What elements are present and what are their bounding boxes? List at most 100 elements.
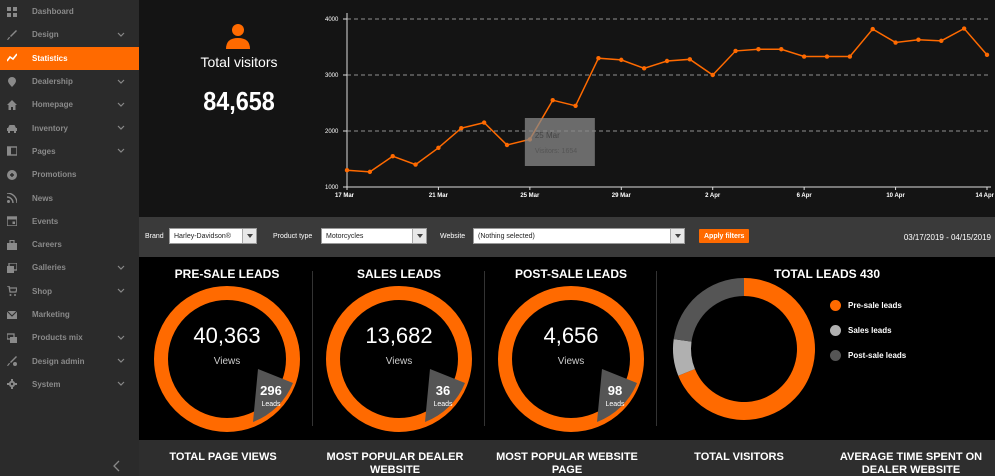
legend-item[interactable]: Sales leads [830,318,906,343]
car-icon [7,125,17,134]
sidebar-item-label: Shop [32,286,52,296]
rss-icon [7,193,17,204]
brand-select[interactable]: Harley-Davidson® [169,228,257,244]
data-point [779,47,784,52]
product-type-select[interactable]: Motorcycles [321,228,427,244]
sidebar-item-inventory[interactable]: Inventory [0,116,139,139]
sidebar-item-label: Marketing [32,310,70,319]
x-tick-label: 17 Mar [335,193,355,199]
sidebar-item-label: Design admin [32,356,85,366]
lead-card-title: PRE-SALE LEADS [174,267,280,281]
y-tick-label: 4000 [325,17,339,23]
website-select-value: (Nothing selected) [478,232,535,240]
data-point [687,57,693,62]
sidebar-item-products-mix[interactable]: Products mix [0,326,139,349]
user-icon [226,24,250,49]
sidebar-item-design-admin[interactable]: Design admin [0,349,139,372]
website-select[interactable]: (Nothing selected) [473,228,685,244]
sidebar-item-system[interactable]: System [0,373,139,396]
lead-card-title: SALES LEADS [356,267,441,281]
sidebar-item-homepage[interactable]: Homepage [0,93,139,116]
x-tick-label: 21 Mar [429,193,449,199]
data-point [847,54,853,59]
collapse-sidebar-icon[interactable] [112,460,122,472]
gear-icon [7,379,17,390]
data-point [916,37,921,42]
divider [312,271,313,426]
sidebar-item-label: Inventory [32,123,69,133]
legend-item[interactable]: Pre-sale leads [830,293,906,318]
brand-label: Brand [145,233,164,240]
lead-views-value: 40,363 [193,323,261,348]
date-range-picker[interactable]: 03/17/2019 - 04/15/2019 [903,233,991,242]
sidebar-item-dashboard[interactable]: Dashboard [0,0,139,23]
statistics-icon [7,53,17,62]
chevron-down-icon [117,79,125,84]
legend-item[interactable]: Post-sale leads [830,343,906,368]
lead-count-value: 98 [607,383,623,398]
tooltip-date: 25 Mar [535,131,560,140]
data-point [504,142,510,148]
data-point [413,162,418,167]
design-admin-icon [7,356,17,367]
sidebar-item-promotions[interactable]: Promotions [0,163,139,186]
sidebar-item-marketing[interactable]: Marketing [0,303,139,326]
y-tick-label: 1000 [325,185,339,191]
briefcase-icon [7,239,17,250]
summary-heading: MOST POPULAR WEBSITE PAGE [496,451,638,476]
home-icon [7,99,17,110]
chevron-down-icon [117,358,125,363]
lead-card-title: POST-SALE LEADS [514,267,627,281]
chevron-down-icon [412,229,426,243]
sidebar-item-label: Products mix [32,333,83,343]
brand-select-value: Harley-Davidson® [174,232,231,240]
sidebar-item-galleries[interactable]: Galleries [0,256,139,279]
sidebar-item-label: Pages [32,146,56,156]
lead-views-label: Views [213,356,241,367]
donut-slice-sales-leads[interactable] [673,339,695,376]
apply-filters-button[interactable]: Apply filters [699,229,750,243]
sidebar-item-design[interactable]: Design [0,23,139,46]
lead-ring-chart [154,286,300,432]
divider [484,271,485,426]
sidebar-item-label: Careers [32,240,62,250]
leads-section: PRE-SALE LEADS 40,363 Views 296 Leads SALES L… [139,257,995,440]
sidebar-item-news[interactable]: News [0,186,139,209]
summary-heading: MOST POPULAR DEALER WEBSITE [326,451,464,476]
data-point [961,26,967,31]
sidebar-item-pages[interactable]: Pages [0,140,139,163]
lead-count-value: 296 [260,383,282,398]
donut-slice-post-sale-leads[interactable] [673,278,744,342]
sidebar-item-shop[interactable]: Shop [0,280,139,303]
x-tick-label: 10 Apr [886,193,905,199]
visitors-series-line [346,27,988,173]
sidebar-item-label: Promotions [32,170,77,180]
chevron-down-icon [117,288,125,294]
leads-badge [597,369,637,422]
lead-count-value: 36 [435,383,451,398]
map-pin-icon [8,76,16,87]
sidebar-item-dealership[interactable]: Dealership [0,70,139,93]
legend-label: Sales leads [848,326,892,335]
mail-icon [7,310,17,319]
lead-ring-chart [498,286,644,432]
x-tick-label: 2 Apr [705,193,721,199]
lead-card-1: SALES LEADS 13,682 Views 36 Leads [313,257,485,440]
data-point [390,154,395,159]
data-point [870,26,875,32]
calendar-icon [7,216,17,227]
sidebar-item-events[interactable]: Events [0,210,139,233]
divider [656,271,657,426]
sidebar-item-statistics[interactable]: Statistics [0,46,139,70]
brush-icon [7,29,17,40]
chart-tooltip [524,118,595,166]
total-leads-donut-chart [673,278,815,420]
visitors-line-chart: 1000 2000 3000 4000 17 Mar 21 Mar 25 Mar 29 Mar… [325,13,995,199]
data-point [550,98,555,103]
lead-views-value: 13,682 [365,323,433,348]
sidebar-item-careers[interactable]: Careers [0,233,139,256]
data-point [664,58,670,64]
sidebar: Dashboard Design Statistics Dealership Homep… [0,0,139,476]
filter-bar: Brand Harley-Davidson® Product type Moto… [139,217,995,257]
